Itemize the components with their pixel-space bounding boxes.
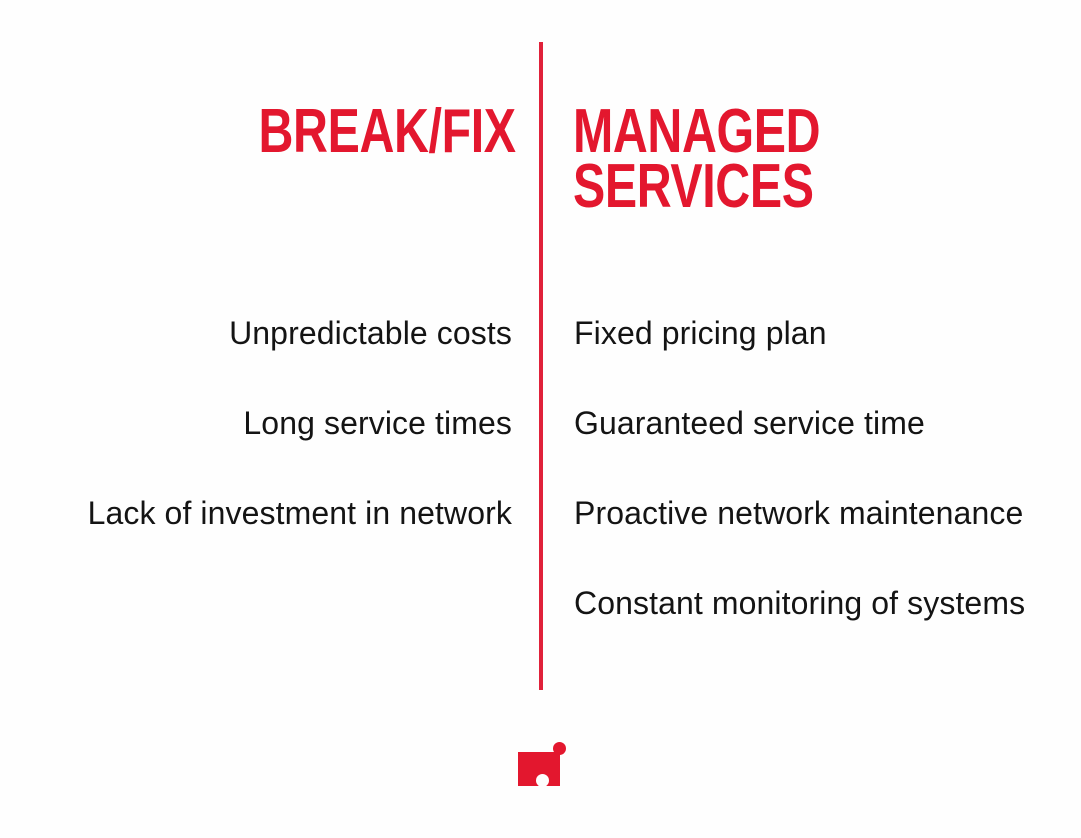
managed-services-item-1: Fixed pricing plan [574,315,827,351]
logo-square-icon [518,752,560,787]
comparison-row: Long service times Guaranteed service ti… [0,403,1081,443]
brand-logo [515,740,570,788]
heading-managed-line2: SERVICES [573,152,814,221]
heading-managed-services: MANAGED SERVICES [573,97,821,221]
column-divider [539,42,543,690]
break-fix-item-3: Lack of investment in network [87,495,512,531]
managed-services-item-2: Guaranteed service time [574,405,925,441]
managed-services-item-3: Proactive network maintenance [574,495,1024,531]
break-fix-item-2: Long service times [243,405,512,441]
heading-break-fix: BREAK/FIX [258,97,517,166]
break-fix-item-1: Unpredictable costs [229,315,512,351]
logo-accent-dot-icon [553,742,566,755]
logo-circle-cutout-icon [536,774,549,787]
comparison-row: Constant monitoring of systems [0,583,1081,623]
comparison-row: Unpredictable costs Fixed pricing plan [0,313,1081,353]
managed-services-item-4: Constant monitoring of systems [574,585,1026,621]
heading-managed-line1: MANAGED [573,97,821,166]
comparison-row: Lack of investment in network Proactive … [0,493,1081,533]
